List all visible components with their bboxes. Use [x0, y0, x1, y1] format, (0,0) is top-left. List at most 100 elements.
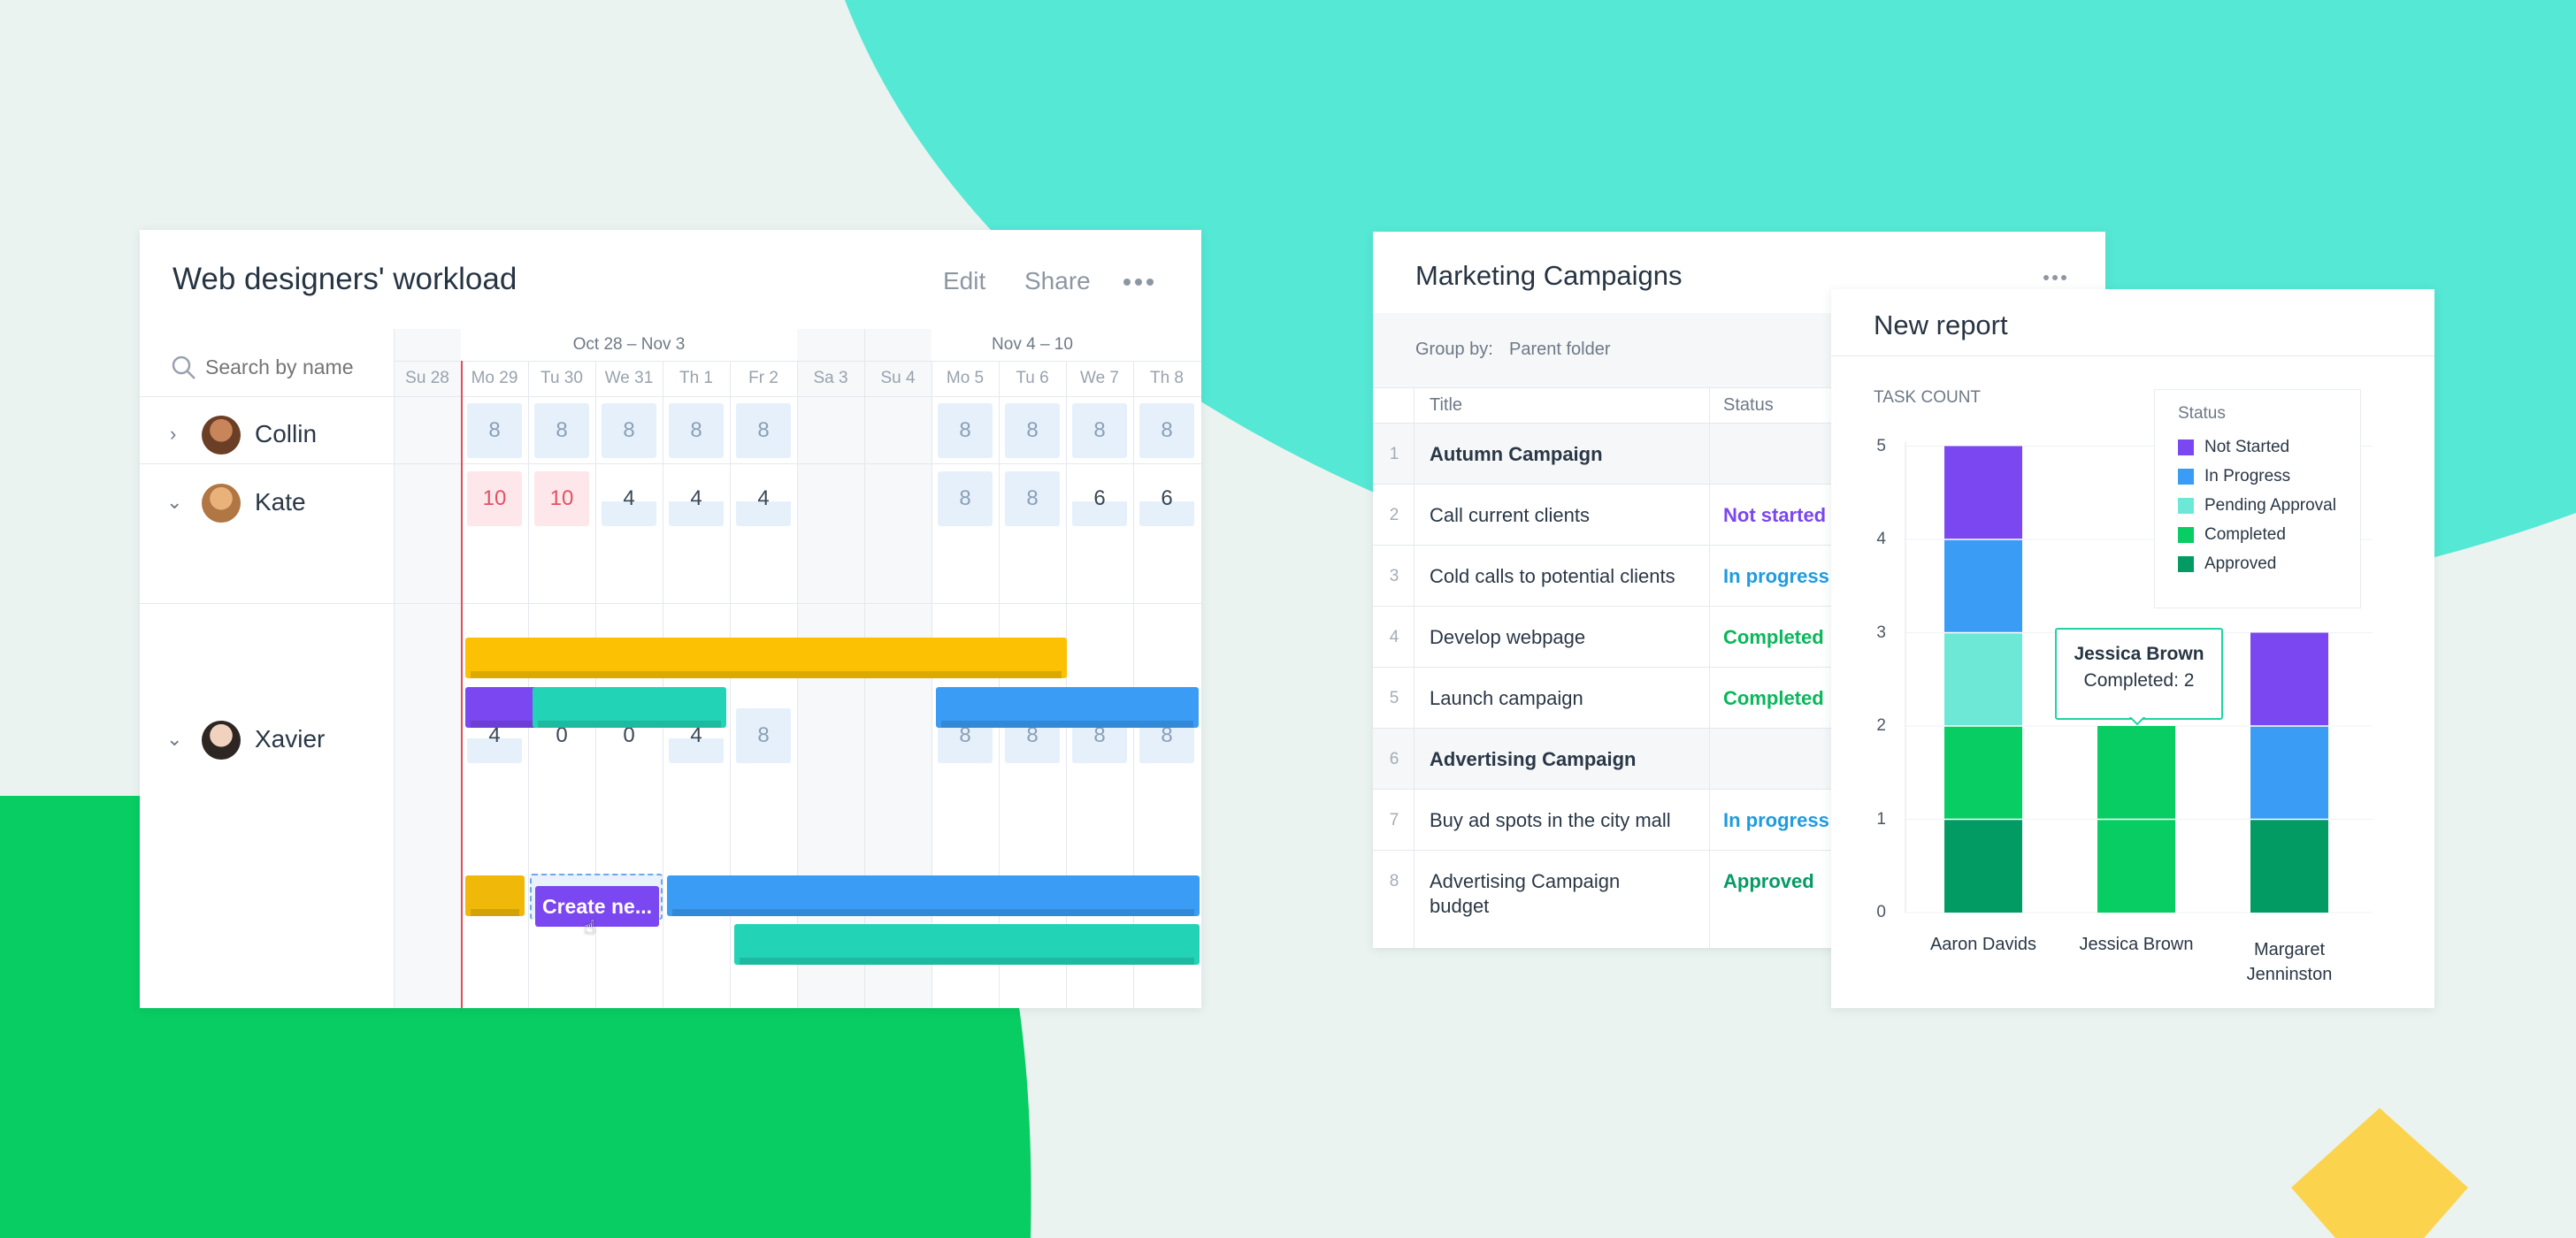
week-label: Oct 28 – Nov 3	[572, 335, 686, 354]
y-tick-label: 0	[1876, 903, 1886, 921]
hours-cell[interactable]: 8	[669, 403, 724, 458]
status-badge[interactable]: Completed	[1723, 687, 1824, 709]
hours-cell[interactable]: 8	[534, 403, 589, 458]
row-divider	[140, 603, 1201, 604]
chart-tooltip: Jessica Brown Completed: 2	[2055, 628, 2223, 720]
hours-cell[interactable]: 8	[736, 708, 791, 763]
create-task-button[interactable]: Create ne...	[535, 886, 659, 927]
row-title: Advertising Campaign	[1430, 870, 1621, 892]
column-header-title[interactable]: Title	[1430, 395, 1463, 415]
legend-title: Status	[2178, 404, 2226, 423]
more-horizontal-icon[interactable]	[2043, 274, 2066, 281]
hours-cell[interactable]: 8	[1005, 471, 1060, 526]
person-name[interactable]: Xavier	[255, 725, 326, 753]
legend-swatch	[2178, 526, 2194, 543]
row-title: Cold calls to potential clients	[1430, 565, 1675, 587]
search-input[interactable]	[203, 348, 384, 386]
status-badge[interactable]: Completed	[1723, 626, 1824, 648]
legend-item[interactable]: Not Started	[2178, 438, 2289, 457]
column-divider	[1709, 387, 1710, 948]
status-badge[interactable]: In progress	[1723, 565, 1829, 587]
hours-cell[interactable]: 6	[1072, 471, 1127, 526]
legend-item[interactable]: In Progress	[2178, 467, 2290, 486]
day-divider	[528, 361, 529, 1008]
table-row[interactable]: 7 Buy ad spots in the city mall In progres…	[1373, 789, 2105, 851]
hours-cell[interactable]: 8	[938, 471, 993, 526]
day-label: Mo 29	[471, 369, 518, 387]
hours-cell[interactable]: 0	[556, 723, 568, 747]
table-row[interactable]: 2 Call current clients Not started	[1373, 484, 2105, 546]
status-badge[interactable]: Approved	[1723, 870, 1814, 892]
legend: Status Not Started In Progress Pending App…	[2154, 389, 2361, 608]
share-button[interactable]: Share	[1024, 267, 1091, 294]
task-bar[interactable]	[465, 875, 525, 916]
task-bar[interactable]	[667, 875, 1200, 916]
group-by-select[interactable]: Parent folder	[1509, 340, 1611, 359]
more-horizontal-icon[interactable]	[1123, 278, 1154, 287]
task-bar[interactable]	[936, 687, 1199, 728]
day-label: Su 28	[405, 369, 449, 387]
hours-cell[interactable]: 4	[602, 471, 656, 526]
bar-segment[interactable]	[2250, 726, 2328, 820]
hours-cell[interactable]: 10	[467, 471, 522, 526]
yellow-diamond	[2291, 1108, 2468, 1238]
hours-cell[interactable]: 0	[623, 723, 635, 747]
row-divider	[140, 463, 1201, 464]
bar-segment[interactable]	[1944, 726, 2022, 820]
bar-segment[interactable]	[1944, 632, 2022, 727]
legend-item[interactable]: Completed	[2178, 525, 2286, 545]
workload-panel: Web designers' workload Edit Share Oct 2…	[140, 230, 1201, 1008]
legend-label: Approved	[2204, 554, 2277, 573]
hours-cell[interactable]: 4	[736, 471, 791, 526]
task-bar[interactable]	[465, 638, 1067, 678]
column-header-status[interactable]: Status	[1723, 395, 1774, 415]
bar-segment[interactable]	[1944, 819, 2022, 913]
header-divider	[394, 361, 1201, 362]
status-badge[interactable]: In progress	[1723, 809, 1829, 831]
hours-cell[interactable]: 8	[736, 403, 791, 458]
hours-cell[interactable]: 10	[534, 471, 589, 526]
legend-item[interactable]: Approved	[2178, 554, 2276, 574]
bar-segment[interactable]	[1944, 539, 2022, 633]
tooltip-arrow	[2128, 715, 2146, 726]
task-bar[interactable]	[533, 687, 726, 728]
chevron-right-icon[interactable]: ›	[170, 423, 177, 445]
hours-cell[interactable]: 8	[938, 403, 993, 458]
hours-cell[interactable]: 8	[1072, 403, 1127, 458]
table-row[interactable]: 4 Develop webpage Completed	[1373, 606, 2105, 668]
hours-cell[interactable]: 8	[602, 403, 656, 458]
task-bar[interactable]	[734, 924, 1200, 965]
search-icon	[172, 355, 196, 379]
person-name[interactable]: Collin	[255, 420, 318, 447]
tooltip-value: Completed: 2	[2083, 670, 2195, 691]
hours-cell[interactable]: 6	[1139, 471, 1194, 526]
row-title: Buy ad spots in the city mall	[1430, 809, 1671, 831]
panel-title: New report	[1874, 310, 2008, 340]
stacked-bar-chart	[1905, 441, 2373, 913]
hours-cell[interactable]: 8	[1139, 403, 1194, 458]
bar-segment[interactable]	[2250, 632, 2328, 727]
hours-cell[interactable]: 8	[467, 403, 522, 458]
table-header: Title Status	[1373, 387, 2105, 424]
person-name[interactable]: Kate	[255, 488, 306, 516]
y-tick-label: 4	[1876, 530, 1886, 548]
table-row[interactable]: 3 Cold calls to potential clients In progr…	[1373, 545, 2105, 607]
bar-segment[interactable]	[1944, 446, 2022, 540]
status-badge[interactable]: Not started	[1723, 504, 1827, 526]
avatar	[202, 721, 241, 760]
bar-segment[interactable]	[2250, 819, 2328, 913]
day-label: Fr 2	[748, 369, 778, 387]
table-row[interactable]: 8 Advertising Campaign budget Approved	[1373, 850, 2105, 949]
hours-cell[interactable]: 8	[1005, 403, 1060, 458]
chevron-down-icon[interactable]: ⌄	[166, 728, 183, 750]
group-by-label: Group by:	[1415, 340, 1493, 359]
hours-cell[interactable]: 4	[669, 471, 724, 526]
table-row[interactable]: 5 Launch campaign Completed	[1373, 667, 2105, 729]
day-label: We 7	[1079, 369, 1119, 387]
legend-item[interactable]: Pending Approval	[2178, 496, 2336, 516]
legend-swatch	[2178, 439, 2194, 455]
chevron-down-icon[interactable]: ⌄	[166, 491, 183, 513]
y-tick-label: 5	[1876, 436, 1886, 455]
day-label: Tu 6	[1016, 369, 1049, 387]
edit-button[interactable]: Edit	[943, 267, 986, 294]
